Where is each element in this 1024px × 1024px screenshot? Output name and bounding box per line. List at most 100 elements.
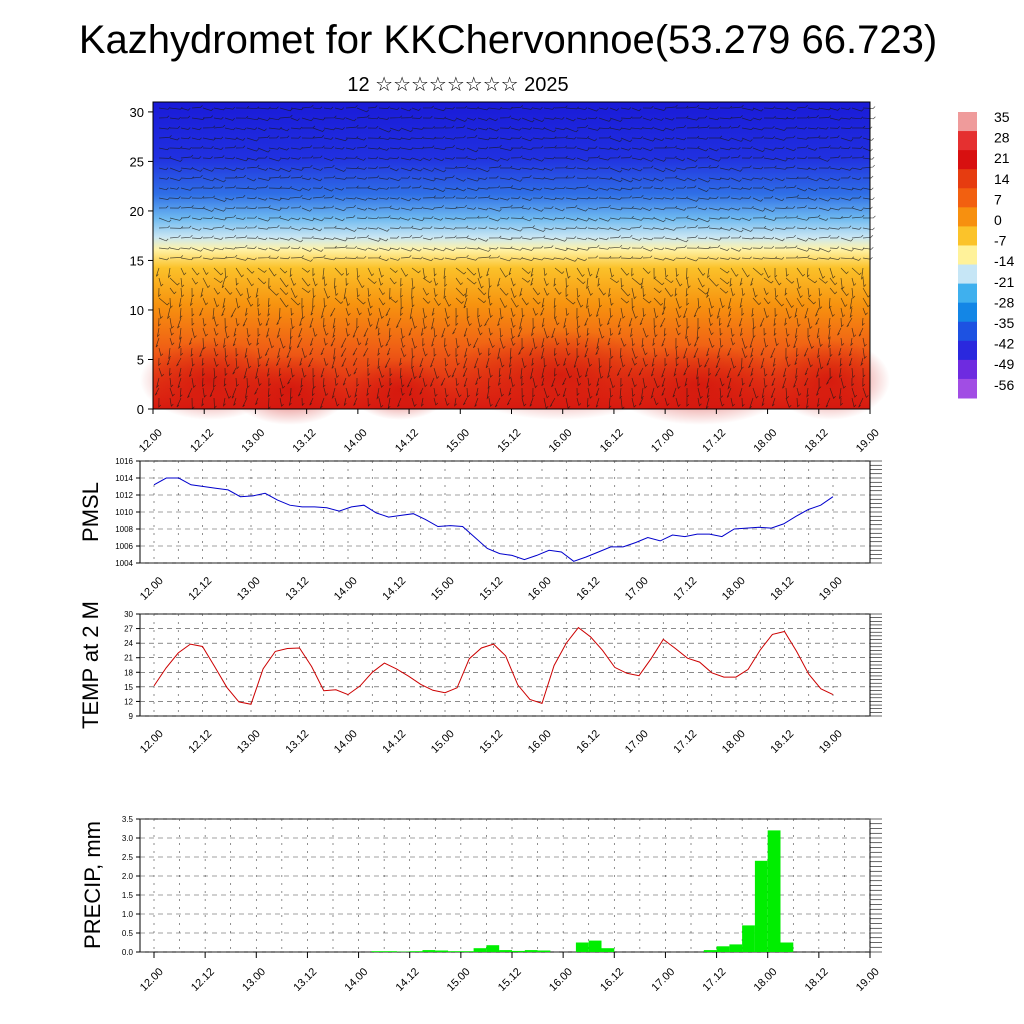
y-tick-label: 15 (124, 683, 133, 692)
x-tick-label: 12.12 (189, 966, 217, 994)
x-tick-label: 14.00 (332, 575, 360, 603)
y-tick-label: 9 (129, 712, 134, 721)
colorbar: 35 28 21 14 7 0 -7 -14 -21 -28 -35 -42 -49 -56 (958, 109, 1014, 399)
colorbar-label: 21 (994, 150, 1010, 166)
y-tick-label: 21 (124, 654, 133, 663)
precip-bar (588, 940, 602, 952)
x-tick-label: 18.12 (803, 427, 831, 455)
y-tick-label: 1008 (115, 525, 133, 534)
precip-bar (575, 942, 589, 952)
colorbar-segment (958, 378, 977, 399)
x-tick-label: 15.00 (445, 966, 473, 994)
x-tick-label: 13.12 (283, 728, 311, 756)
x-tick-label: 17.00 (649, 966, 677, 994)
y-tick-label: 1014 (115, 474, 133, 483)
x-tick-label: 13.12 (291, 966, 319, 994)
x-tick-label: 14.00 (342, 966, 370, 994)
precip-bar (409, 951, 423, 952)
x-tick-label: 16.12 (574, 575, 602, 603)
colorbar-segment (958, 150, 977, 170)
colorbar-segment (958, 264, 977, 285)
x-tick-label: 13.00 (239, 427, 267, 455)
x-tick-label: 15.00 (429, 728, 457, 756)
x-tick-label: 18.00 (751, 427, 779, 455)
y-tick-label: 20 (130, 204, 144, 219)
x-tick-label: 16.00 (526, 575, 554, 603)
colorbar-segment (958, 112, 977, 132)
x-tick-label: 17.00 (623, 575, 651, 603)
x-tick-label: 16.12 (574, 728, 602, 756)
y-tick-label: 0.5 (122, 929, 134, 938)
x-tick-label: 17.00 (649, 427, 677, 455)
cross-section-panel: 0 5 10 15 20 25 30 12.00 12.12 13.00 13.12 14.00 14.… (130, 101, 890, 455)
y-tick-label: 1.5 (122, 891, 134, 900)
precip-bar (729, 944, 743, 952)
x-tick-label: 14.12 (380, 728, 408, 756)
x-tick-label: 18.00 (720, 728, 748, 756)
y-tick-label: 12 (124, 697, 133, 706)
y-tick-label: 1012 (115, 491, 133, 500)
y-axis-label: PMSL (78, 482, 103, 542)
colorbar-label: -21 (994, 274, 1014, 290)
colorbar-segment (958, 188, 977, 208)
warm-region (770, 340, 890, 420)
y-tick-label: 1010 (115, 508, 133, 517)
colorbar-label: 14 (994, 171, 1010, 187)
colorbar-segment (958, 131, 977, 151)
colorbar-label: 28 (994, 130, 1010, 146)
y-tick-label: 0 (137, 402, 144, 417)
colorbar-label: -49 (994, 356, 1014, 372)
x-tick-label: 19.00 (817, 728, 845, 756)
x-tick-label: 15.00 (429, 575, 457, 603)
y-tick-label: 1016 (115, 457, 133, 466)
y-tick-label: 3.0 (122, 834, 134, 843)
colorbar-label: -7 (994, 233, 1007, 249)
x-tick-label: 13.12 (291, 427, 319, 455)
x-tick-label: 12.00 (138, 575, 166, 603)
y-tick-label: 1004 (115, 559, 133, 568)
colorbar-segment (958, 169, 977, 189)
x-tick-label: 12.12 (186, 575, 214, 603)
page-title: Kazhydromet for KKChervonnoe(53.279 66.7… (78, 18, 938, 62)
x-tick-label: 12.12 (188, 427, 216, 455)
x-tick-label: 14.12 (394, 966, 422, 994)
y-axis-label: PRECIP, mm (80, 821, 105, 949)
x-tick-label: 17.12 (671, 728, 699, 756)
wind-barbs (154, 104, 876, 410)
y-tick-label: 18 (124, 668, 133, 677)
x-tick-label: 19.00 (854, 427, 882, 455)
precip-bar (754, 860, 768, 952)
colorbar-label: -35 (994, 315, 1014, 331)
y-tick-label: 1.0 (122, 910, 134, 919)
x-tick-label: 16.12 (598, 427, 626, 455)
colorbar-segment (958, 226, 977, 246)
x-tick-label: 14.12 (380, 575, 408, 603)
y-tick-label: 24 (124, 639, 133, 648)
wind-barb-strokes (154, 104, 876, 410)
x-tick-label: 16.12 (598, 966, 626, 994)
precip-bar (767, 830, 781, 952)
x-tick-label: 18.00 (752, 966, 780, 994)
precip-bar (499, 950, 512, 952)
x-tick-label: 13.00 (235, 575, 263, 603)
colorbar-label: -14 (994, 253, 1014, 269)
y-tick-label: 30 (124, 610, 133, 619)
precip-bar (384, 951, 397, 952)
x-tick-label: 18.12 (768, 575, 796, 603)
precip-bar (473, 948, 487, 952)
colorbar-label: 0 (994, 212, 1002, 228)
y-tick-label: 10 (130, 303, 144, 318)
x-tick-label: 15.12 (495, 427, 523, 455)
x-tick-label: 12.00 (138, 966, 166, 994)
colorbar-segment (958, 302, 977, 323)
precip-bar (435, 950, 449, 952)
precip-bar (448, 951, 461, 952)
colorbar-segment (958, 283, 977, 304)
colorbar-label: -28 (994, 294, 1014, 310)
x-tick-label: 16.00 (547, 427, 575, 455)
precip-bar (486, 945, 500, 952)
precip-panel: 0.0 0.5 1.0 1.5 2.0 2.5 3.0 3.5 12.00 12.12 13.00 1… (80, 815, 882, 994)
pmsl-panel: 1004 1006 1008 1010 1012 1014 1016 12.00 12.12 13… (78, 457, 882, 603)
x-tick-label: 14.12 (393, 427, 421, 455)
x-tick-label: 15.12 (496, 966, 524, 994)
